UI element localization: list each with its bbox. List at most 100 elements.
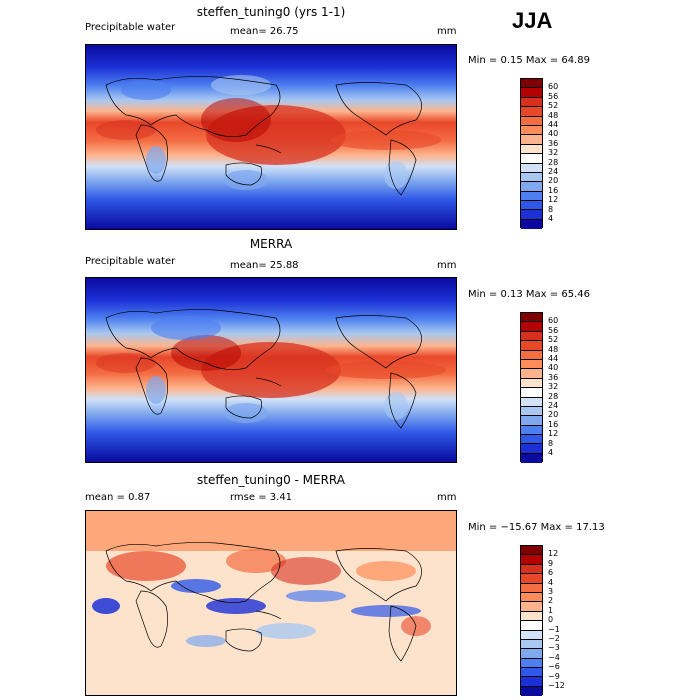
colorbar-segment	[521, 630, 542, 640]
colorbar-segment	[521, 453, 542, 464]
colorbar-tick-label: 3	[548, 587, 554, 596]
colorbar-segment	[521, 583, 542, 593]
colorbar-segment	[521, 359, 542, 370]
map-model	[85, 44, 457, 230]
map-obs-field	[86, 278, 456, 462]
colorbar-segment	[521, 397, 542, 407]
colorbar-segment	[521, 107, 542, 117]
colorbar-segment	[521, 388, 542, 398]
colorbar-segment	[521, 611, 542, 622]
colorbar-tick-label: 16	[548, 185, 559, 195]
colorbar-tick-label: 36	[548, 138, 559, 148]
units-label-model: mm	[437, 26, 457, 37]
colorbar-tick-label: −6	[548, 662, 560, 672]
colorbar-segment	[521, 182, 542, 192]
colorbar-tick-label: 20	[548, 410, 559, 420]
colorbar-tick-label: −2	[548, 634, 560, 643]
colorbar-segment	[521, 79, 542, 89]
panel-title-model: steffen_tuning0 (yrs 1-1)	[196, 5, 346, 19]
colorbar-segment	[521, 135, 542, 145]
mean-label-model: mean= 26.75	[230, 26, 299, 37]
diff-mean-label: mean = 0.87	[85, 492, 151, 503]
colorbar-tick-label: 9	[548, 558, 554, 568]
colorbar-tick-label: 12	[548, 549, 559, 559]
colorbar-tick-label: 12	[548, 195, 559, 205]
map-diff	[85, 510, 457, 696]
colorbar-segment	[521, 564, 542, 575]
colorbar-segment	[521, 686, 542, 697]
colorbar-segment	[521, 668, 542, 678]
colorbar-tick-label: 28	[548, 391, 559, 401]
colorbar-tick-label: 60	[548, 82, 559, 92]
colorbar-segment	[521, 621, 542, 631]
colorbar-diff	[520, 545, 543, 697]
minmax-label-model: Min = 0.15 Max = 64.89	[468, 55, 590, 66]
colorbar-tick-label: 40	[548, 363, 559, 373]
colorbar-model	[520, 78, 543, 230]
colorbar-segment	[521, 649, 542, 659]
minmax-label-diff: Min = −15.67 Max = 17.13	[468, 522, 605, 533]
colorbar-tick-label: −9	[548, 671, 560, 681]
colorbar-tick-label: 28	[548, 157, 559, 167]
colorbar-tick-label: 56	[548, 91, 559, 101]
colorbar-segment	[521, 313, 542, 323]
colorbar-segment	[521, 350, 542, 360]
panel-title-diff: steffen_tuning0 - MERRA	[197, 473, 345, 487]
colorbar-tick-label: 1	[548, 605, 554, 615]
colorbar-segment	[521, 435, 542, 445]
colorbar-tick-label: 32	[548, 148, 559, 158]
colorbar-tick-label: 4	[548, 577, 554, 587]
colorbar-tick-label: 20	[548, 176, 559, 186]
colorbar-segment	[521, 546, 542, 556]
colorbar-tick-label: 56	[548, 325, 559, 335]
colorbar-tick-label: −4	[548, 652, 560, 662]
colorbar-tick-label: 4	[548, 448, 554, 457]
colorbar-segment	[521, 658, 542, 669]
colorbar-tick-label: 44	[548, 120, 559, 129]
colorbar-obs	[520, 312, 543, 464]
season-label: JJA	[512, 8, 553, 33]
colorbar-segment	[521, 125, 542, 136]
colorbar-segment	[521, 210, 542, 220]
colorbar-tick-label: 12	[548, 429, 559, 439]
colorbar-segment	[521, 369, 542, 379]
colorbar-tick-label: 6	[548, 568, 554, 578]
colorbar-segment	[521, 639, 542, 650]
colorbar-segment	[521, 574, 542, 584]
colorbar-tick-label: −1	[548, 624, 560, 634]
colorbar-segment	[521, 378, 542, 389]
colorbar-segment	[521, 172, 542, 183]
map-diff-field	[86, 511, 456, 695]
colorbar-segment	[521, 201, 542, 211]
colorbar-segment	[521, 88, 542, 98]
minmax-label-obs: Min = 0.13 Max = 65.46	[468, 289, 590, 300]
colorbar-segment	[521, 406, 542, 417]
colorbar-segment	[521, 425, 542, 436]
colorbar-segment	[521, 555, 542, 565]
variable-label-model: Precipitable water	[85, 22, 176, 33]
colorbar-segment	[521, 331, 542, 342]
colorbar-tick-label: −3	[548, 643, 560, 653]
colorbar-segment	[521, 677, 542, 687]
colorbar-tick-label: 8	[548, 204, 554, 214]
mean-label-obs: mean= 25.88	[230, 260, 299, 271]
colorbar-tick-label: 32	[548, 382, 559, 392]
colorbar-segment	[521, 444, 542, 454]
colorbar-segment	[521, 341, 542, 351]
colorbar-tick-label: 48	[548, 110, 559, 120]
colorbar-tick-label: 44	[548, 354, 559, 363]
colorbar-segment	[521, 191, 542, 202]
colorbar-tick-label: 0	[548, 615, 554, 625]
colorbar-segment	[521, 416, 542, 426]
colorbar-segment	[521, 163, 542, 173]
map-model-field	[86, 45, 456, 229]
colorbar-tick-label: 8	[548, 438, 554, 448]
colorbar-segment	[521, 144, 542, 155]
colorbar-segment	[521, 154, 542, 164]
colorbar-tick-label: 16	[548, 419, 559, 429]
colorbar-segment	[521, 592, 542, 603]
variable-label-obs: Precipitable water	[85, 256, 176, 267]
diff-rmse-label: rmse = 3.41	[230, 492, 293, 503]
colorbar-segment	[521, 116, 542, 126]
colorbar-segment	[521, 97, 542, 108]
